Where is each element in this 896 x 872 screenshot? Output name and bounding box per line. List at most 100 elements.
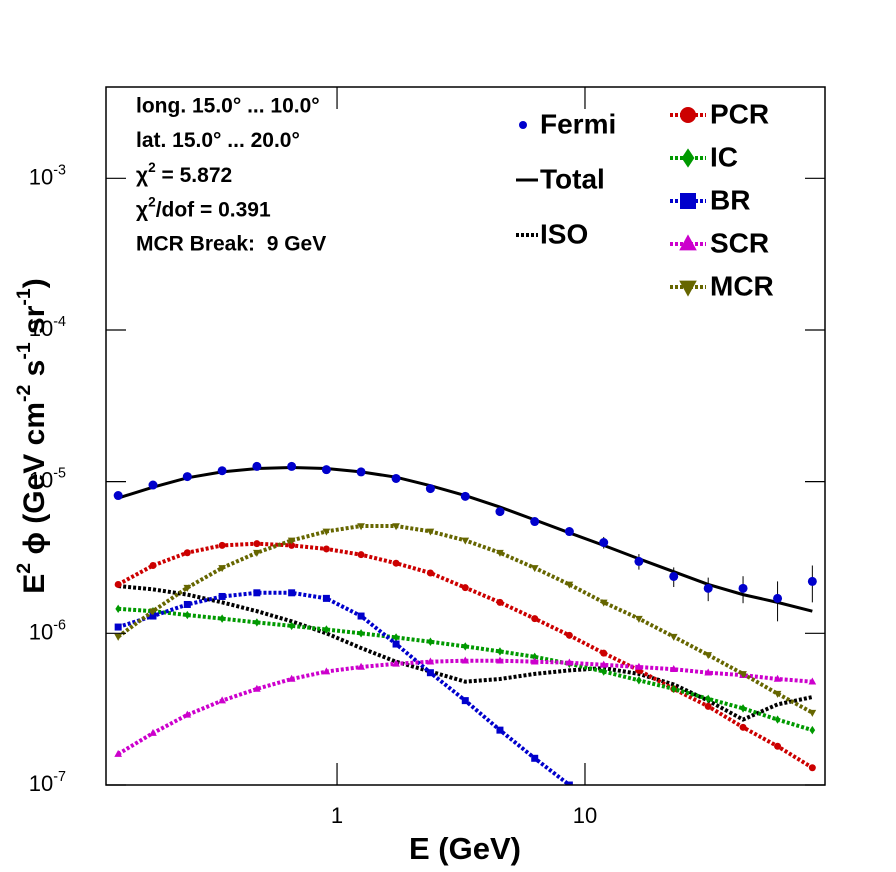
series-line xyxy=(117,658,813,756)
marker xyxy=(253,549,261,557)
marker xyxy=(670,684,677,694)
superscript: 2 xyxy=(148,160,156,175)
legend-label: Total xyxy=(540,163,605,194)
legend-marker xyxy=(680,107,696,123)
plot-area xyxy=(113,461,817,785)
legend-label: BR xyxy=(710,184,750,215)
marker xyxy=(739,723,747,731)
marker xyxy=(808,677,817,685)
text-part: χ xyxy=(136,198,148,221)
marker xyxy=(705,694,711,704)
annotation: long. 15.0° ... 10.0° xyxy=(136,95,320,118)
series-line xyxy=(117,590,571,785)
superscript: 2 xyxy=(148,195,156,210)
marker xyxy=(392,640,400,648)
marker xyxy=(218,696,226,704)
marker xyxy=(531,615,539,623)
text-part: χ xyxy=(136,164,148,187)
annotation: lat. 15.0° ... 20.0° xyxy=(136,129,300,152)
annotation: MCR Break: 9 GeV xyxy=(136,233,326,256)
marker xyxy=(183,710,192,718)
marker xyxy=(149,728,157,736)
marker xyxy=(358,629,364,638)
marker xyxy=(739,671,747,679)
marker xyxy=(391,473,401,483)
legend-label: SCR xyxy=(710,227,769,258)
marker xyxy=(565,781,573,785)
plot-frame xyxy=(105,86,826,786)
marker xyxy=(704,652,713,660)
x-axis-title: E (GeV) xyxy=(409,831,521,866)
marker xyxy=(807,576,817,586)
marker xyxy=(565,658,574,666)
legend-label: ISO xyxy=(540,218,588,249)
marker xyxy=(669,571,679,581)
marker xyxy=(599,599,608,607)
text-part: s xyxy=(18,360,51,385)
marker xyxy=(774,715,781,724)
marker xyxy=(115,604,121,614)
marker xyxy=(773,690,782,698)
marker xyxy=(114,580,122,588)
marker xyxy=(497,647,503,656)
tick-exponent: -4 xyxy=(53,314,66,330)
marker xyxy=(565,581,574,589)
marker xyxy=(218,541,226,549)
marker xyxy=(740,704,746,713)
marker xyxy=(808,764,816,772)
marker xyxy=(322,594,330,602)
tick-base: 10 xyxy=(29,164,53,189)
text-part: sr xyxy=(18,305,51,342)
marker xyxy=(461,584,469,592)
marker xyxy=(393,633,399,642)
marker xyxy=(184,610,191,620)
marker xyxy=(635,615,643,623)
tick-exponent: -7 xyxy=(53,769,66,785)
x-tick-label: 10 xyxy=(573,803,597,828)
marker xyxy=(773,674,782,682)
superscript: 2 xyxy=(13,563,35,574)
superscript: -1 xyxy=(13,342,35,359)
marker xyxy=(287,674,296,682)
marker xyxy=(253,684,261,692)
marker xyxy=(809,725,816,735)
marker xyxy=(703,583,713,593)
marker xyxy=(114,633,123,641)
marker xyxy=(148,480,158,490)
text-part: ) xyxy=(18,278,51,288)
marker xyxy=(183,549,191,557)
legend-marker xyxy=(681,148,695,168)
marker xyxy=(253,589,261,597)
marker xyxy=(356,467,366,477)
y-axis-title: E2 ϕ (GeV cm-2 s-1 sr-1) xyxy=(13,278,51,594)
marker xyxy=(634,556,644,566)
marker xyxy=(357,662,365,670)
marker xyxy=(530,565,539,573)
annotation: χ2/dof = 0.391 xyxy=(136,195,271,221)
marker xyxy=(252,461,262,471)
marker xyxy=(425,484,435,494)
annotation: χ2 = 5.872 xyxy=(136,160,232,186)
marker xyxy=(288,589,296,597)
tick-base: 10 xyxy=(29,619,53,644)
x-tick-label: 1 xyxy=(331,803,343,828)
marker xyxy=(149,608,157,616)
marker xyxy=(288,541,296,549)
marker xyxy=(426,669,434,677)
marker xyxy=(149,562,157,570)
marker xyxy=(287,537,296,545)
marker xyxy=(636,676,642,685)
marker xyxy=(738,583,748,593)
marker xyxy=(495,507,505,517)
y-tick-label: 10-5 xyxy=(29,465,66,492)
marker xyxy=(392,659,400,667)
tick-base: 10 xyxy=(29,316,53,341)
y-tick-label: 10-3 xyxy=(29,162,66,189)
tick-base: 10 xyxy=(29,771,53,796)
marker xyxy=(531,754,539,762)
marker xyxy=(217,466,227,476)
marker xyxy=(426,528,435,536)
superscript: -1 xyxy=(13,288,35,305)
marker xyxy=(531,652,538,662)
